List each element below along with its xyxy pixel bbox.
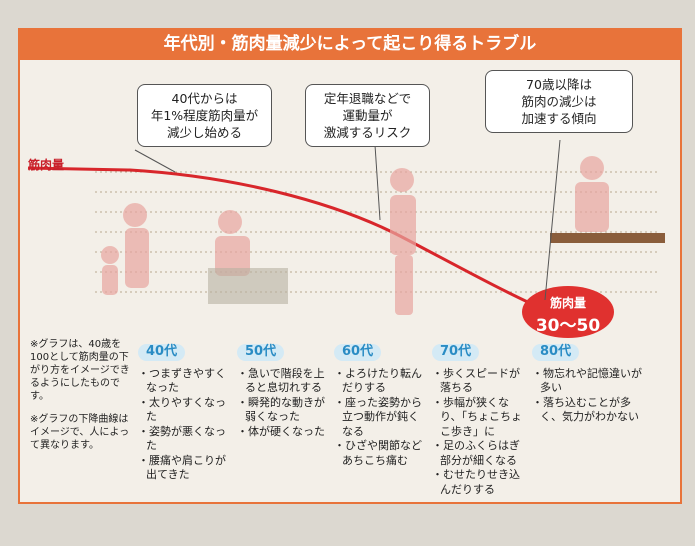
callout-line: 40代からは xyxy=(171,91,238,106)
trouble-item: ・足のふくらはぎ部分が細くなる xyxy=(432,439,520,467)
trouble-item: ・腰痛や肩こりが出てきた xyxy=(138,453,226,482)
trouble-item: ・瞬発的な動きが弱くなった xyxy=(237,395,325,424)
trouble-item: ・姿勢が悪くなった xyxy=(138,424,226,453)
callout-line: 減少し始める xyxy=(166,125,242,140)
age-label: 70代 xyxy=(432,344,480,361)
age-label: 60代 xyxy=(334,344,382,361)
trouble-item: ・急いで階段を上ると息切れする xyxy=(237,366,325,395)
curve-label: 筋肉量 xyxy=(28,158,65,172)
trouble-item: ・歩幅が狭くなり、「ちょこちょこ歩き」に xyxy=(432,395,523,438)
note: ※グラフの下降曲線はイメージで、人によって異なります。 xyxy=(30,414,130,451)
title: 年代別・筋肉量減少によって起こり得るトラブル xyxy=(18,28,682,60)
callout-line: 70歳以降は xyxy=(526,77,592,92)
callout-line: 運動量が xyxy=(342,108,393,123)
age-column: 40代・つまずきやすくなった ・太りやすくなった ・姿勢が悪くなった ・腰痛や肩こりが… xyxy=(138,344,234,483)
trouble-item: ・つまずきやすくなった xyxy=(138,366,226,395)
age-label: 40代 xyxy=(138,344,186,361)
callout: 定年退職などで 運動量が激減するリスク xyxy=(305,84,430,147)
curve xyxy=(27,166,546,312)
callout: 40代からは年1%程度筋肉量が 減少し始める xyxy=(137,84,272,147)
callout: 70歳以降は 筋肉の減少は 加速する傾向 xyxy=(485,70,633,133)
age-label: 80代 xyxy=(532,344,580,361)
badge-label: 筋肉量 xyxy=(549,296,586,310)
callout-line: 定年退職などで xyxy=(323,91,412,106)
badge-value: 30〜50 xyxy=(535,316,601,336)
trouble-item: ・むせたりせき込んだりする xyxy=(432,468,520,496)
age-column: 80代・物忘れや記憶違いが多い ・落ち込むことが多く、気力がわかない xyxy=(532,344,652,425)
age-column: 60代・よろけたり転んだりする ・座った姿勢から立つ動作が鈍くなる ・ひざや関節など… xyxy=(334,344,426,468)
trouble-item: ・体が硬くなった xyxy=(237,424,325,438)
notes: ※グラフは、40歳を100として筋肉量の下がり方をイメージできるようにしたもので… xyxy=(30,338,130,452)
end-badge: 筋肉量 30〜50 xyxy=(522,294,614,336)
trouble-item: ・落ち込むことが多く、気力がわかない xyxy=(532,395,639,424)
trouble-item: ・歩くスピードが落ちる xyxy=(432,366,520,395)
age-column: 50代・急いで階段を上ると息切れする ・瞬発的な動きが弱くなった ・体が硬くなった xyxy=(237,344,329,439)
callout-line: 激減するリスク xyxy=(323,125,412,140)
note: ※グラフは、40歳を100として筋肉量の下がり方をイメージできるようにしたもので… xyxy=(30,339,130,402)
callout-line: 加速する傾向 xyxy=(521,111,597,126)
trouble-item: ・太りやすくなった xyxy=(138,395,226,424)
trouble-item: ・よろけたり転んだりする xyxy=(334,366,422,395)
trouble-item: ・座った姿勢から立つ動作が鈍くなる xyxy=(334,395,422,438)
trouble-item: ・ひざや関節などあちこち痛む xyxy=(334,439,422,467)
callout-line: 年1%程度筋肉量が xyxy=(150,108,259,123)
age-column: 70代・歩くスピードが落ちる ・歩幅が狭くなり、「ちょこちょこ歩き」に ・足のふくら… xyxy=(432,344,526,497)
trouble-item: ・物忘れや記憶違いが多い xyxy=(532,366,642,395)
age-label: 50代 xyxy=(237,344,285,361)
callout-line: 筋肉の減少は xyxy=(521,94,597,109)
